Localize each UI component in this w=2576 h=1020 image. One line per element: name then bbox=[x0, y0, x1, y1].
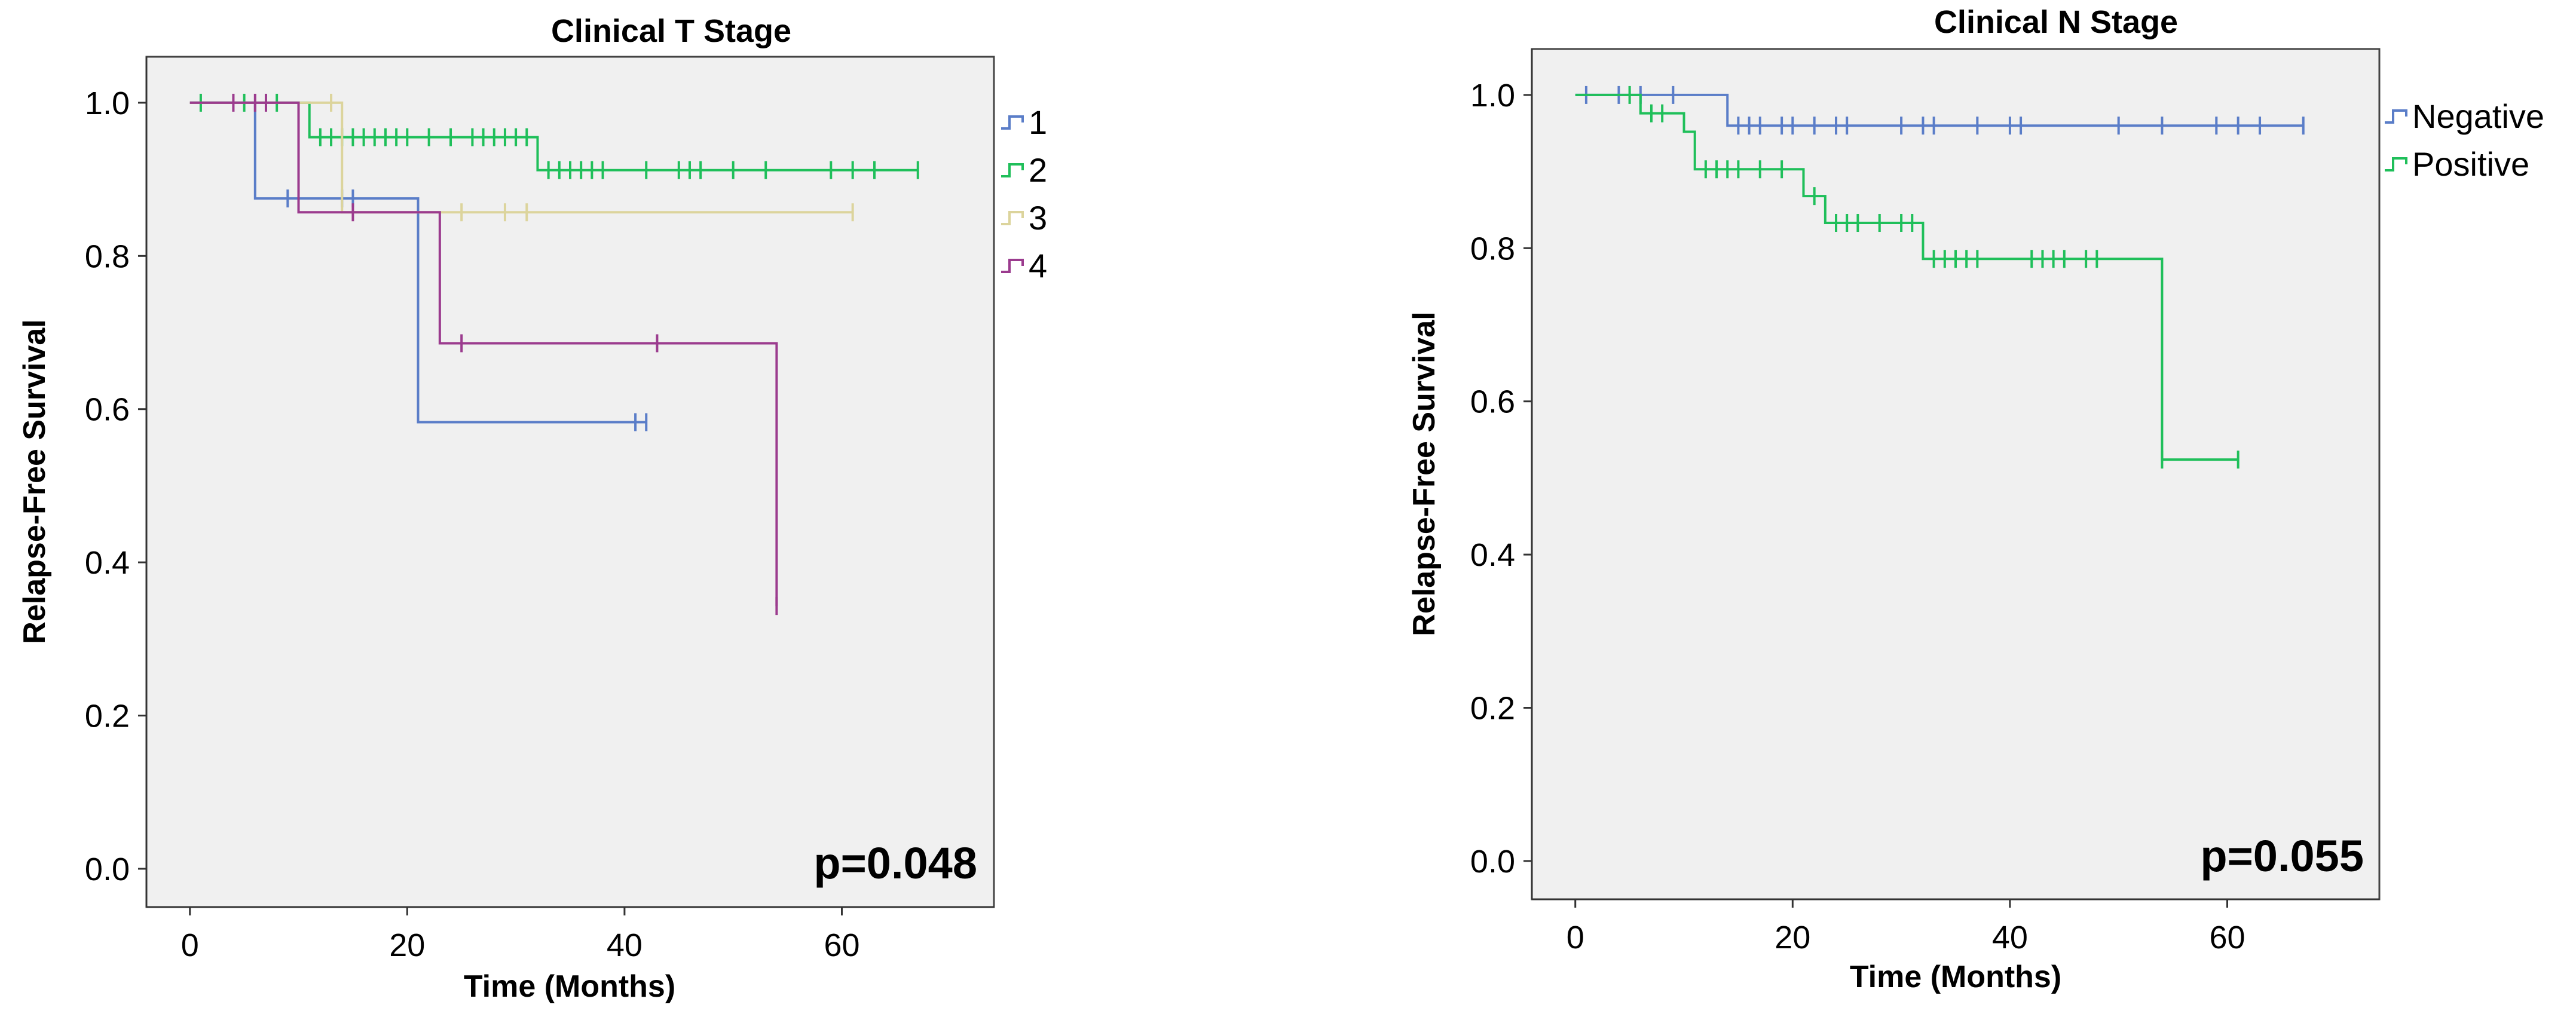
x-tick-label: 60 bbox=[824, 927, 859, 963]
chart-title: Clinical N Stage bbox=[1934, 4, 2178, 40]
chart-clinical-t-stage: Clinical T Stage 0.0 0.2 0.4 0.6 0.8 1.0 0 20 4… bbox=[17, 13, 1047, 1004]
y-tick-label: 0.0 bbox=[85, 851, 130, 887]
series-layer bbox=[189, 93, 919, 615]
legend-swatch bbox=[2385, 157, 2407, 171]
x-tick-label: 0 bbox=[1567, 920, 1584, 955]
chart-title: Clinical T Stage bbox=[551, 13, 791, 49]
y-tick-label: 1.0 bbox=[85, 85, 130, 121]
x-tick-label: 20 bbox=[389, 927, 425, 963]
x-tick-label: 40 bbox=[1992, 920, 2028, 955]
y-tick-label: 0.2 bbox=[85, 699, 130, 734]
x-axis-label: Time (Months) bbox=[1850, 960, 2061, 994]
y-tick-label: 0.4 bbox=[85, 545, 130, 581]
chart-clinical-n-stage: Clinical N Stage 0.0 0.2 0.4 0.6 0.8 1.0 0 20 4… bbox=[1407, 4, 2544, 994]
x-axis-label: Time (Months) bbox=[464, 969, 675, 1004]
legend-swatch bbox=[1001, 211, 1024, 225]
p-value: p=0.055 bbox=[2200, 831, 2364, 881]
series-line-4 bbox=[189, 101, 778, 607]
legend-label: 4 bbox=[1029, 247, 1047, 284]
y-ticks: 0.0 0.2 0.4 0.6 0.8 1.0 bbox=[1470, 78, 1532, 880]
series-line-negative bbox=[1575, 93, 2303, 127]
legend-label: Positive bbox=[2412, 145, 2529, 183]
y-tick-label: 0.0 bbox=[1470, 844, 1515, 880]
y-tick-label: 0.4 bbox=[1470, 537, 1515, 573]
legend: Negative Positive bbox=[2385, 97, 2544, 183]
y-tick-label: 0.8 bbox=[1470, 231, 1515, 267]
y-tick-label: 1.0 bbox=[1470, 78, 1515, 114]
x-tick-label: 0 bbox=[181, 927, 199, 963]
y-tick-label: 0.6 bbox=[85, 392, 130, 428]
legend-swatch bbox=[1001, 115, 1024, 130]
y-axis-label: Relapse-Free Survival bbox=[1407, 311, 1442, 636]
x-tick-label: 60 bbox=[2209, 920, 2245, 955]
legend-swatch bbox=[1001, 259, 1024, 273]
p-value: p=0.048 bbox=[813, 838, 977, 888]
legend-label: 3 bbox=[1029, 199, 1047, 237]
legend-label: 2 bbox=[1029, 151, 1047, 189]
y-axis-label: Relapse-Free Survival bbox=[17, 319, 52, 644]
plot-area bbox=[1531, 48, 2381, 900]
legend-swatch bbox=[1001, 163, 1024, 177]
plot-area bbox=[145, 56, 995, 908]
legend-label: 1 bbox=[1029, 103, 1047, 141]
x-tick-label: 20 bbox=[1775, 920, 1810, 955]
x-tick-label: 40 bbox=[607, 927, 643, 963]
legend: 1 2 3 4 bbox=[1001, 103, 1047, 284]
y-tick-label: 0.6 bbox=[1470, 384, 1515, 420]
y-tick-label: 0.8 bbox=[85, 238, 130, 274]
x-ticks: 0 20 40 60 bbox=[181, 907, 860, 963]
legend-swatch bbox=[2385, 109, 2407, 124]
y-tick-label: 0.2 bbox=[1470, 691, 1515, 727]
x-ticks: 0 20 40 60 bbox=[1567, 899, 2245, 955]
series-layer bbox=[1575, 85, 2305, 469]
y-ticks: 0.0 0.2 0.4 0.6 0.8 1.0 bbox=[85, 85, 146, 887]
legend-label: Negative bbox=[2412, 97, 2544, 135]
